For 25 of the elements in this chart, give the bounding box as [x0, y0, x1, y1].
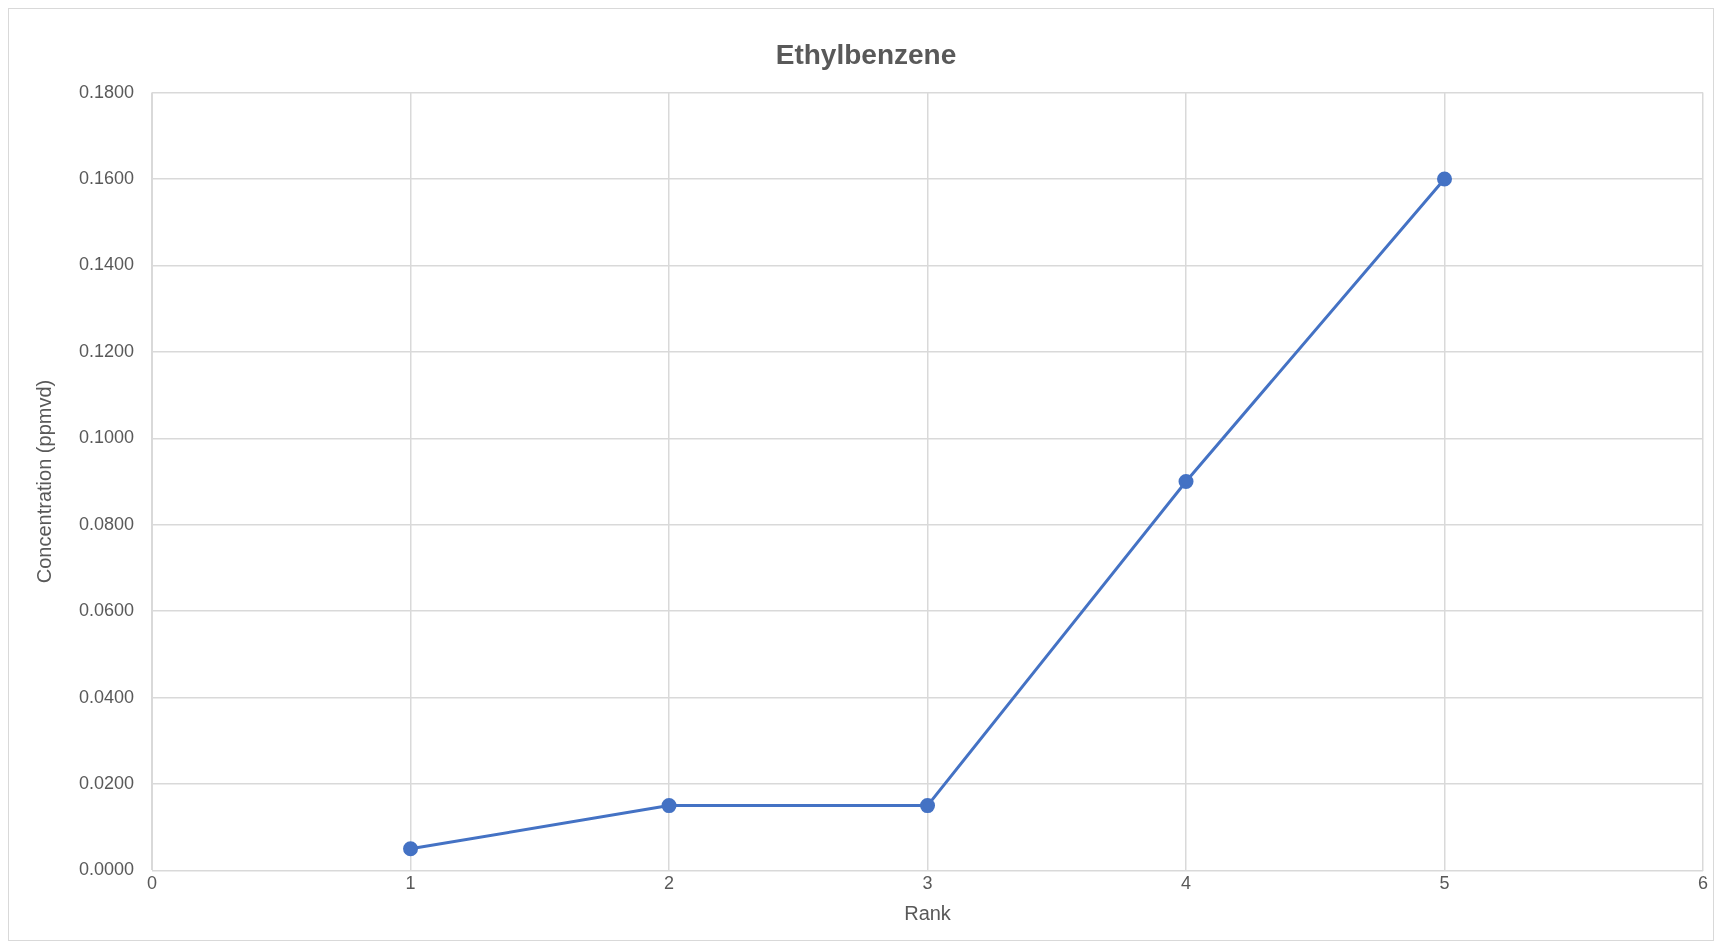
point: [1178, 474, 1194, 489]
y-axis-title: Concentration (ppmvd): [32, 379, 55, 584]
x-axis-title: Rank: [904, 901, 952, 924]
y-tick-label: 0.1600: [78, 167, 135, 188]
x-tick-label: 0: [147, 873, 158, 894]
point: [920, 798, 936, 814]
x-tick-label: 2: [664, 873, 675, 894]
y-tick-label: 0.0400: [78, 686, 135, 707]
y-tick-label: 0.1200: [78, 340, 135, 361]
y-tick-label: 0.0800: [78, 513, 135, 534]
y-tick-label: 0.0200: [78, 772, 135, 793]
x-tick-label: 1: [405, 873, 416, 894]
point: [403, 841, 419, 857]
point: [1437, 171, 1453, 187]
x-tick-label: 5: [1439, 873, 1450, 894]
x-tick-label: 4: [1181, 873, 1192, 894]
y-tick-label: 0.1400: [78, 254, 135, 275]
x-tick-label: 3: [922, 873, 933, 894]
y-tick-label: 0.1800: [78, 81, 135, 102]
y-tick-label: 0.1000: [78, 427, 135, 448]
point: [661, 798, 677, 814]
y-tick-label: 0.0600: [78, 600, 135, 621]
chart-title: Ethylbenzene: [775, 38, 957, 70]
x-tick-label: 6: [1697, 873, 1709, 894]
y-tick-label: 0.0000: [78, 859, 135, 880]
